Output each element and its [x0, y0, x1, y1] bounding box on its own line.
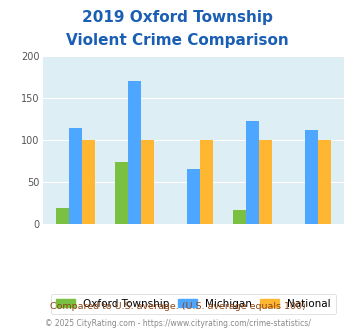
Legend: Oxford Township, Michigan, National: Oxford Township, Michigan, National	[51, 294, 336, 314]
Bar	[318, 140, 331, 224]
Bar	[246, 121, 259, 224]
Bar	[141, 140, 154, 224]
Bar	[128, 82, 141, 224]
Text: © 2025 CityRating.com - https://www.cityrating.com/crime-statistics/: © 2025 CityRating.com - https://www.city…	[45, 319, 310, 328]
Text: Violent Crime Comparison: Violent Crime Comparison	[66, 33, 289, 48]
Bar	[82, 140, 95, 224]
Bar	[187, 169, 200, 224]
Text: 2019 Oxford Township: 2019 Oxford Township	[82, 10, 273, 25]
Bar	[233, 210, 246, 224]
Bar	[200, 140, 213, 224]
Bar	[115, 162, 128, 224]
Text: Compared to U.S. average. (U.S. average equals 100): Compared to U.S. average. (U.S. average …	[50, 302, 305, 311]
Bar	[56, 208, 69, 224]
Bar	[69, 128, 82, 224]
Bar	[259, 140, 272, 224]
Bar	[305, 130, 318, 224]
